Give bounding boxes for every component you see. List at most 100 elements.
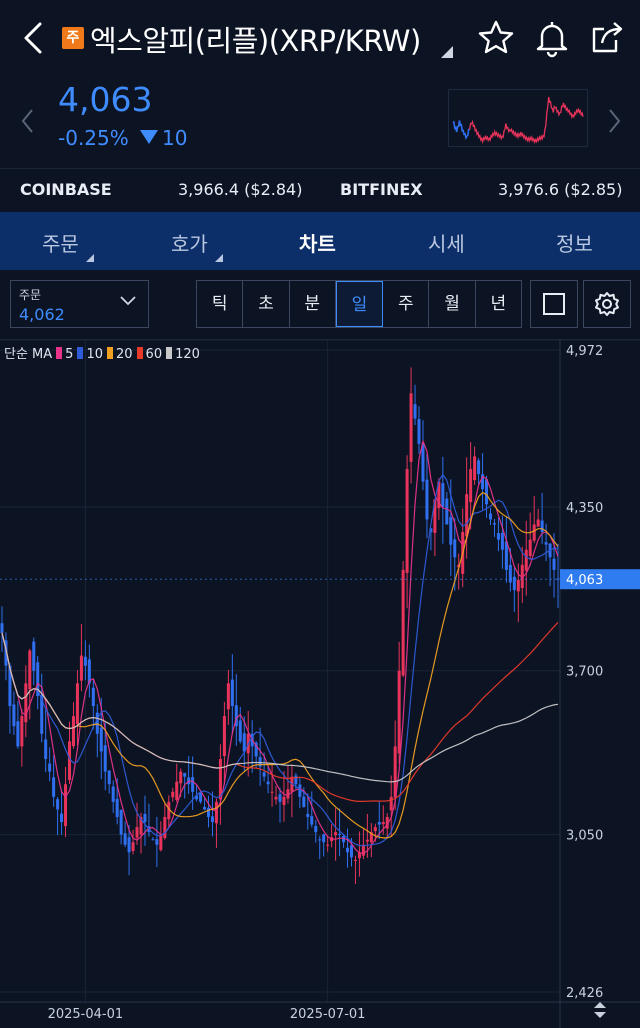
order-quick-select[interactable]: 주문 4,062 xyxy=(10,280,149,328)
period-week[interactable]: 주 xyxy=(383,281,430,327)
candle-body xyxy=(83,656,87,666)
exchange-name: COINBASE xyxy=(20,180,112,199)
settings-button[interactable] xyxy=(583,280,631,328)
candle-body xyxy=(242,733,246,752)
y-tick-label: 4,972 xyxy=(566,344,603,359)
tab-orderbook[interactable]: 호가 xyxy=(171,232,208,256)
tab-info[interactable]: 정보 xyxy=(556,232,593,256)
fullscreen-button[interactable] xyxy=(530,280,578,328)
candle-body xyxy=(67,741,72,780)
ma60-swatch xyxy=(136,347,143,359)
back-arrow-icon[interactable] xyxy=(18,18,48,58)
gear-icon xyxy=(595,292,619,316)
candle-body xyxy=(218,759,222,800)
candle-body xyxy=(516,579,520,592)
candle-body xyxy=(119,809,123,835)
period-tick[interactable]: 틱 xyxy=(197,281,244,327)
candle-body xyxy=(48,763,52,772)
candle-body xyxy=(20,716,24,747)
tab-quotes[interactable]: 시세 xyxy=(428,232,465,256)
candle-body xyxy=(389,796,393,811)
candle-body xyxy=(286,789,290,799)
candle-body xyxy=(369,832,373,843)
period-month[interactable]: 월 xyxy=(429,281,476,327)
candle-body xyxy=(326,844,330,846)
candle-body xyxy=(397,670,401,754)
x-axis: 2025-04-01 2025-07-01 xyxy=(48,1002,606,1022)
change-amount: 10 xyxy=(140,126,187,150)
candle-body xyxy=(91,687,95,707)
candle-body xyxy=(429,528,433,533)
candle-body xyxy=(393,746,397,798)
chevron-left-icon[interactable] xyxy=(18,106,38,136)
y-tick-label: 4,350 xyxy=(566,501,603,516)
candle-body xyxy=(349,845,353,858)
candle-body xyxy=(266,781,270,785)
candle-body xyxy=(421,443,425,482)
order-quick-value: 4,062 xyxy=(19,305,65,324)
exchange-value: 3,966.4 ($2.84) xyxy=(178,180,303,199)
price-summary: 4,063 -0.25% 10 xyxy=(0,76,640,168)
chevron-right-icon[interactable] xyxy=(604,106,624,136)
mini-chart[interactable] xyxy=(448,89,588,147)
period-year[interactable]: 년 xyxy=(490,294,507,314)
period-minute[interactable]: 분 xyxy=(290,281,336,327)
period-second[interactable]: 초 xyxy=(243,281,290,327)
share-icon[interactable] xyxy=(588,18,628,58)
candle-body xyxy=(338,833,342,835)
period-day[interactable]: 일 xyxy=(335,281,384,327)
candle-body xyxy=(159,834,163,851)
candle-body xyxy=(385,817,389,829)
candle-body xyxy=(28,650,32,690)
tab-chart[interactable]: 차트 xyxy=(299,232,336,256)
candle-body xyxy=(183,773,187,777)
candle-body xyxy=(99,727,103,752)
period-selector: 틱 초 분 일 주 월 년 xyxy=(196,280,522,328)
candle-body xyxy=(377,822,381,825)
tab-corner-icon xyxy=(215,254,223,262)
candle-body xyxy=(556,578,560,580)
candle-body xyxy=(342,836,346,843)
candle-body xyxy=(191,777,195,792)
page-title[interactable]: 엑스알피(리플)(XRP/KRW) xyxy=(90,24,421,58)
y-tick-label: 3,050 xyxy=(566,829,603,844)
top-bar: 주 엑스알피(리플)(XRP/KRW) xyxy=(0,0,640,76)
candle-body xyxy=(373,827,377,832)
moving-averages xyxy=(1,439,559,854)
candle-body xyxy=(155,839,159,845)
candle-body xyxy=(123,833,127,845)
ma-legend: 단순 MA 5 10 20 60 120 xyxy=(4,343,200,362)
candle-body xyxy=(131,842,135,851)
candle-body xyxy=(139,817,143,835)
tab-order[interactable]: 주문 xyxy=(42,232,79,256)
candle-body xyxy=(306,813,310,818)
candle-body xyxy=(469,469,473,503)
candle-body xyxy=(262,772,266,777)
candle-body xyxy=(199,793,203,802)
ma5-swatch xyxy=(56,347,63,359)
star-icon[interactable] xyxy=(476,18,516,58)
chevron-down-icon xyxy=(120,296,136,306)
ma10-label: 10 xyxy=(86,347,103,362)
current-price-label: 4,063 xyxy=(566,573,603,588)
candle-body xyxy=(60,813,64,823)
dropdown-corner-icon[interactable] xyxy=(441,46,453,58)
market-badge: 주 xyxy=(62,27,84,49)
candle-body xyxy=(0,623,4,633)
candle-body xyxy=(552,558,556,570)
candle-body xyxy=(207,807,211,818)
ma20-swatch xyxy=(107,347,113,359)
candlestick-chart[interactable]: 4,972 4,350 3,700 3,050 2,426 4,063 2025-04-0… xyxy=(0,340,640,1028)
exchange-name: BITFINEX xyxy=(340,180,423,199)
candle-body xyxy=(528,539,532,557)
main-tabs: 주문 호가 차트 시세 정보 xyxy=(0,212,640,270)
candle-body xyxy=(500,532,504,550)
bell-icon[interactable] xyxy=(532,18,572,58)
candle-body xyxy=(16,721,20,747)
candle-body xyxy=(353,859,357,861)
candle-body xyxy=(417,418,421,444)
candle-body xyxy=(536,519,540,527)
ma120-swatch xyxy=(166,347,173,359)
candle-body xyxy=(532,524,536,541)
x-tick-label: 2025-04-01 xyxy=(48,1007,124,1022)
